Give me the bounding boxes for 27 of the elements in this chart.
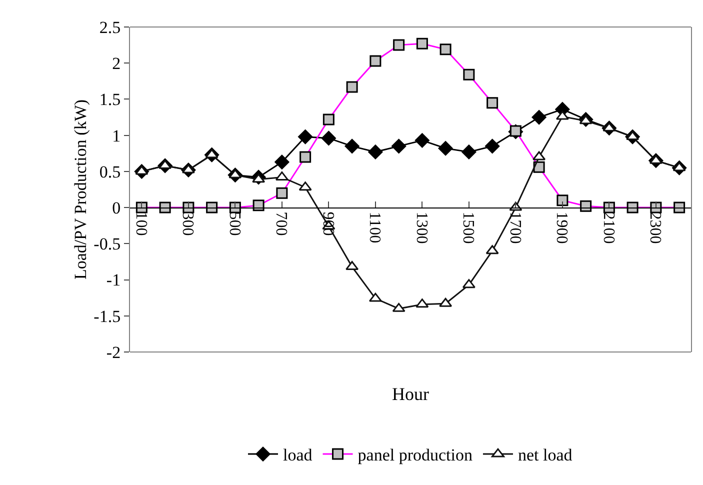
x-tick-label: 2100: [600, 212, 617, 244]
x-tick-label: 1100: [366, 212, 384, 244]
y-tick-label: 1.5: [99, 90, 121, 110]
x-tick-label: 100: [132, 212, 150, 236]
x-tick-label: 900: [319, 212, 336, 236]
x-tick-label: 1700: [506, 212, 524, 244]
x-tick-label: 1500: [460, 212, 477, 244]
x-tick-label: 1900: [553, 212, 570, 244]
x-tick-label: 500: [226, 212, 243, 236]
y-tick-label: 2.5: [99, 18, 121, 37]
y-tick-label: -1.5: [94, 306, 121, 326]
legend-label: net load: [518, 446, 573, 465]
x-tick-label: 2300: [646, 212, 664, 244]
y-tick-label: 1: [112, 126, 121, 146]
y-tick-label: 0: [112, 198, 121, 218]
y-tick-label: -2: [106, 342, 121, 362]
legend-label: load: [283, 446, 313, 465]
y-tick-label: -0.5: [94, 234, 121, 254]
x-tick-label: 700: [272, 212, 290, 236]
y-tick-label: 0.5: [99, 162, 121, 182]
x-tick-label: 300: [179, 212, 196, 236]
x-axis-title: Hour: [392, 384, 429, 404]
y-tick-label: -1: [106, 270, 121, 290]
x-tick-label: 1300: [412, 212, 430, 244]
legend-label: panel production: [358, 446, 473, 465]
y-axis-title: Load/PV Production (kW): [71, 99, 90, 280]
y-tick-label: 2: [112, 54, 121, 74]
